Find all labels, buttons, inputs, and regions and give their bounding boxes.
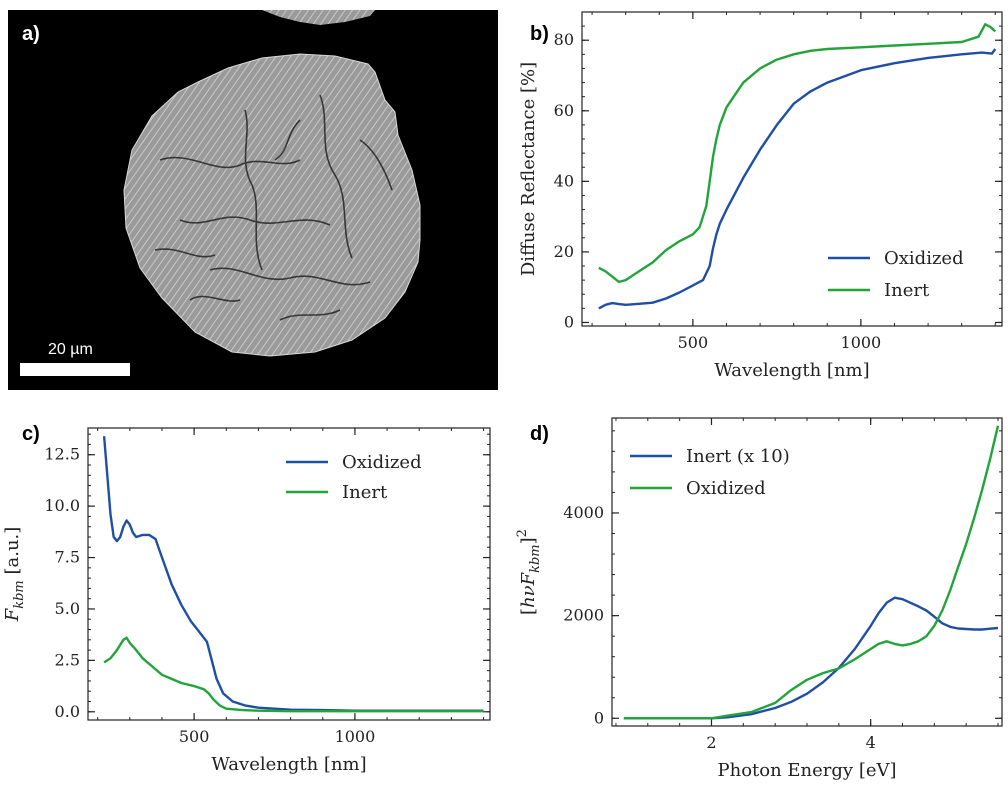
- legend-label: Oxidized: [884, 248, 964, 269]
- x-axis-label: Wavelength [nm]: [714, 360, 869, 381]
- plot-frame: [87, 427, 491, 721]
- y-tick-label: 80: [554, 30, 574, 49]
- x-tick-label: 500: [678, 333, 709, 352]
- legend-label: Inert (x 10): [686, 446, 790, 467]
- particle-cracks: [154, 94, 393, 321]
- legend-label: Oxidized: [342, 452, 422, 473]
- chart-c: 500 1000 0.0 2.5 5.0 7.5 10.0 12.5 Wavelength [n…: [2, 427, 491, 775]
- plot-frame: [581, 11, 1003, 327]
- y-tick-label: 4000: [563, 503, 604, 522]
- series-line-oxidized: [102, 436, 484, 712]
- x-axis-label: Photon Energy [eV]: [717, 760, 896, 781]
- particle-disc: [123, 53, 421, 357]
- x-tick-label: 500: [179, 727, 210, 746]
- panel-label-c: c): [22, 423, 40, 445]
- y-axis-label: [hνFkbm]2: [515, 529, 543, 615]
- micrograph-panel: 20 µm: [8, 10, 498, 390]
- x-tick-label: 1000: [841, 333, 882, 352]
- y-axis-label: Fkbm [a.u.]: [2, 527, 27, 623]
- x-axis-label: Wavelength [nm]: [211, 754, 366, 775]
- series-line-inert-x-10: [623, 596, 999, 720]
- y-tick-label: 2000: [563, 606, 604, 625]
- y-tick-label: 0.0: [55, 702, 80, 721]
- x-tick-label: 4: [866, 733, 876, 752]
- y-tick-label: 60: [554, 101, 574, 120]
- chart-b: 500 1000 0 20 40 60 80 Wavelength [nm] Diffuse R…: [518, 11, 1003, 381]
- y-tick-label: 40: [554, 171, 574, 190]
- y-tick-label: 20: [554, 242, 574, 261]
- panel-label-d: d): [530, 423, 549, 445]
- legend-label: Inert: [342, 482, 388, 503]
- panel-label-b: b): [530, 23, 549, 45]
- y-tick-label: 0: [564, 312, 574, 331]
- y-axis-label: Diffuse Reflectance [%]: [518, 62, 539, 276]
- particle-top-fragment: [262, 10, 375, 25]
- legend-label: Inert: [884, 280, 930, 301]
- series-line-oxidized: [598, 48, 997, 310]
- chart-d: 2 4 0 2000 4000 Photon Energy [eV] [hνFkbm]2 In…: [515, 417, 1003, 781]
- y-tick-label: 7.5: [55, 548, 80, 567]
- x-tick-label: 1000: [335, 727, 376, 746]
- x-tick-label: 2: [706, 733, 716, 752]
- scale-bar-label: 20 µm: [48, 341, 93, 358]
- series-line-inert: [103, 636, 484, 713]
- y-tick-label: 5.0: [55, 599, 80, 618]
- y-tick-label: 10.0: [44, 496, 80, 515]
- panel-label-a: a): [22, 23, 40, 45]
- legend-label: Oxidized: [686, 478, 766, 499]
- y-tick-label: 0: [594, 708, 604, 727]
- series-line-inert: [598, 23, 997, 284]
- y-tick-label: 2.5: [55, 650, 80, 669]
- y-tick-label: 12.5: [44, 445, 80, 464]
- series-line-oxidized: [623, 425, 1000, 720]
- scale-bar: [20, 363, 130, 376]
